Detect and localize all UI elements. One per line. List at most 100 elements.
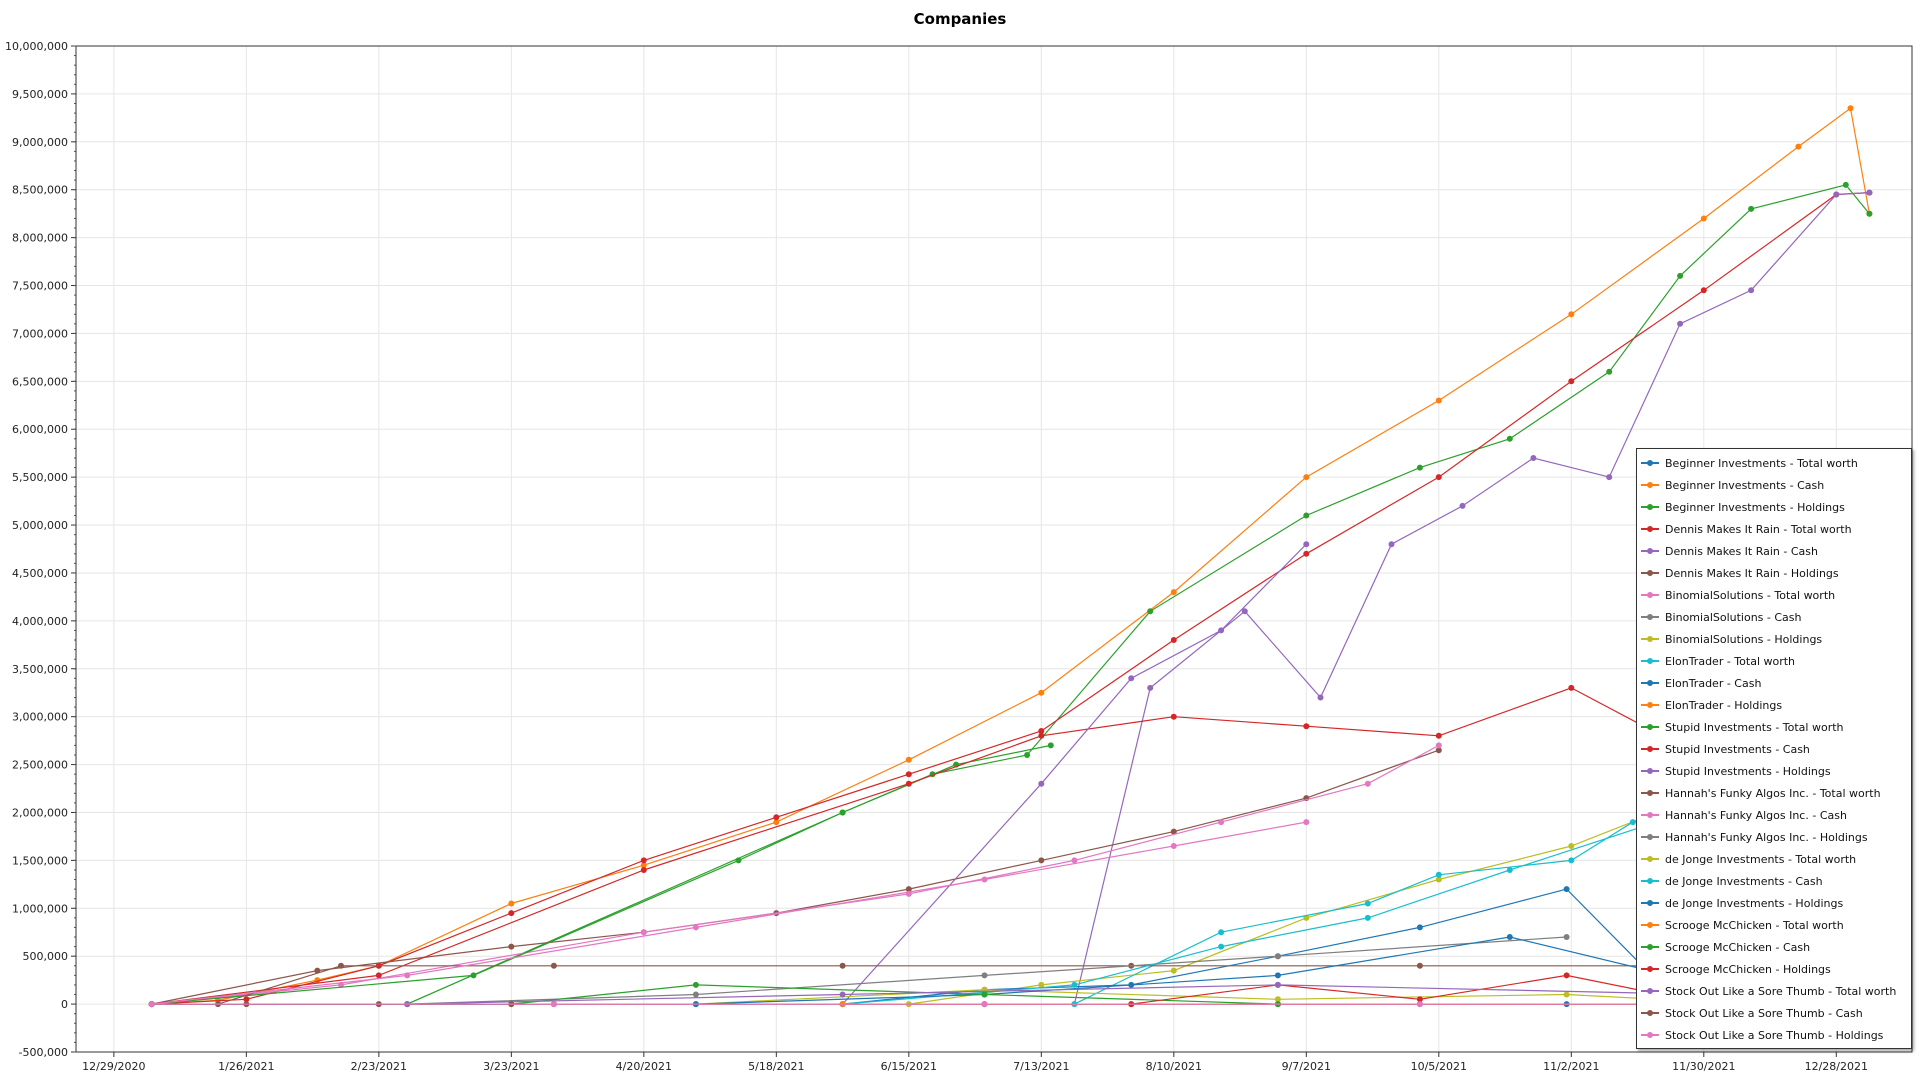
data-point [1170,589,1177,596]
data-point [1303,550,1310,557]
data-point [1847,105,1854,112]
legend-label: Stock Out Like a Sore Thumb - Total wort… [1665,984,1897,998]
data-point [1274,996,1281,1003]
legend-label: Hannah's Funky Algos Inc. - Cash [1665,808,1847,822]
y-tick-label: 4,500,000 [12,567,68,580]
legend-item: Scrooge McChicken - Holdings [1641,958,1907,980]
data-point [1416,1001,1423,1008]
data-point [550,1001,557,1008]
series-line [151,744,1440,1005]
data-point [1700,287,1707,294]
data-point [1218,929,1225,936]
legend-label: BinomialSolutions - Cash [1665,610,1802,624]
data-point [1568,843,1575,849]
data-point [1866,189,1873,196]
legend-swatch [1641,766,1659,776]
legend-item: BinomialSolutions - Cash [1641,606,1907,628]
legend-item: Stock Out Like a Sore Thumb - Holdings [1641,1024,1907,1046]
legend-swatch [1641,788,1659,798]
legend-label: Beginner Investments - Cash [1665,478,1825,492]
data-point [1170,637,1177,643]
data-point [692,924,699,931]
data-point [1364,900,1371,907]
data-point [1147,684,1154,691]
y-tick-label: 7,500,000 [12,280,68,293]
data-point [1047,742,1054,749]
legend-label: BinomialSolutions - Total worth [1665,588,1836,602]
series-3 [148,189,1873,1008]
data-point [1274,972,1281,979]
legend-item: de Jonge Investments - Total worth [1641,848,1907,870]
legend-swatch [1641,458,1659,468]
legend-swatch [1641,590,1659,600]
series-19 [839,819,1660,1008]
y-tick-label: -500,000 [19,1046,68,1059]
series-2 [148,181,1873,1008]
data-point [1435,397,1442,404]
series-line [151,821,1307,1005]
data-point [1677,320,1684,327]
data-point [692,991,699,998]
data-point [692,981,699,988]
legend-item: Hannah's Funky Algos Inc. - Total worth [1641,782,1907,804]
y-tick-label: 500,000 [23,950,69,963]
legend-swatch [1641,546,1659,556]
legend-swatch [1641,898,1659,908]
data-point [1629,819,1636,826]
data-point [1147,608,1154,615]
series-13 [148,684,1684,1008]
data-point [404,972,411,979]
legend-swatch [1641,832,1659,842]
data-point [338,962,344,969]
data-point [148,1001,155,1008]
legend-label: Hannah's Funky Algos Inc. - Total worth [1665,786,1881,800]
data-point [1435,732,1442,739]
data-point [1568,684,1575,691]
data-point [1303,819,1310,826]
data-point [1218,819,1225,826]
legend-item: Dennis Makes It Rain - Total worth [1641,518,1907,540]
data-point [1071,981,1078,988]
legend-label: Stock Out Like a Sore Thumb - Holdings [1665,1028,1884,1042]
data-point [243,996,250,1003]
data-point [550,962,557,969]
x-tick-label: 8/10/2021 [1146,1060,1202,1073]
y-tick-label: 0 [61,998,68,1011]
data-point [640,862,647,869]
legend-swatch [1641,1030,1659,1040]
y-tick-label: 8,500,000 [12,184,68,197]
data-point [470,972,477,979]
legend-swatch [1641,568,1659,578]
x-tick-label: 5/18/2021 [748,1060,804,1073]
data-point [905,780,912,787]
legend-item: Beginner Investments - Cash [1641,474,1907,496]
legend-swatch [1641,920,1659,930]
legend-label: Stupid Investments - Cash [1665,742,1810,756]
data-point [640,929,647,936]
legend-item: Scrooge McChicken - Total worth [1641,914,1907,936]
series-line [1073,192,1870,1005]
legend-swatch [1641,612,1659,622]
legend-label: Beginner Investments - Total worth [1665,456,1858,470]
data-point [1170,843,1177,849]
data-point [1071,857,1078,864]
series-line [151,749,1440,1005]
y-tick-label: 5,500,000 [12,471,68,484]
legend-swatch [1641,1008,1659,1018]
legend-label: Scrooge McChicken - Total worth [1665,918,1844,932]
data-point [1506,934,1513,940]
data-point [1748,205,1755,212]
series-line [217,965,1709,1005]
data-point [1038,689,1045,696]
legend-label: Stupid Investments - Holdings [1665,764,1831,778]
legend-label: ElonTrader - Total worth [1665,654,1796,668]
x-tick-label: 9/7/2021 [1282,1060,1331,1073]
data-point [1563,934,1570,940]
legend: Beginner Investments - Total worth Beginn… [1636,448,1912,1049]
y-tick-label: 7,000,000 [12,327,68,340]
data-point [1038,981,1045,988]
data-point [1435,876,1442,883]
legend-item: Scrooge McChicken - Cash [1641,936,1907,958]
legend-label: Scrooge McChicken - Cash [1665,940,1811,954]
